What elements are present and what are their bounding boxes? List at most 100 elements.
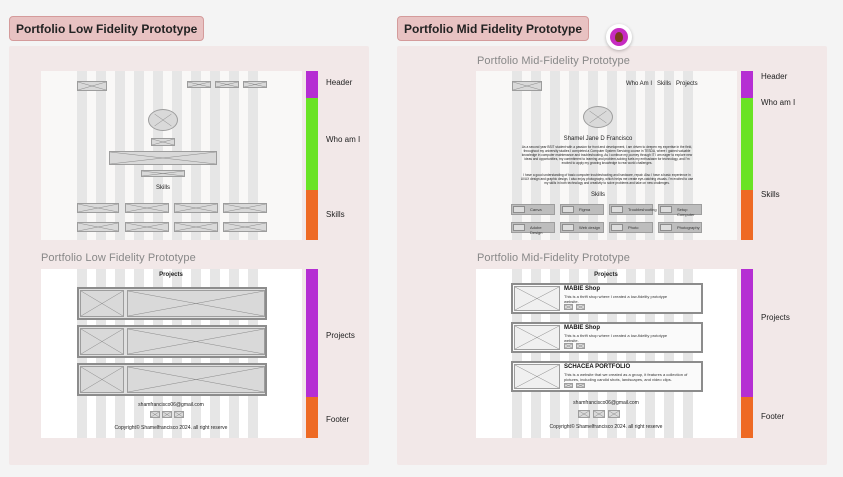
skill-label: Troubleshooting (628, 207, 657, 212)
project-title: MABIE Shop (564, 286, 600, 292)
project-link-icon[interactable] (576, 383, 585, 388)
footer-annotation-label: Footer (326, 415, 350, 424)
project-card-placeholder[interactable] (77, 325, 267, 358)
project-image-placeholder (514, 364, 560, 389)
section-tag-low-fidelity[interactable]: Portfolio Low Fidelity Prototype (9, 16, 205, 41)
section-tag-label: Portfolio Mid Fidelity Prototype (404, 21, 582, 36)
profile-photo-placeholder (148, 109, 178, 131)
footer-email[interactable]: shamfrancisco06@gmail.com (573, 400, 639, 406)
low-fi-frame-bottom[interactable]: Projects shamfrancisco06@gmail.com Copyr… (41, 269, 302, 438)
project-text-placeholder (127, 328, 265, 355)
profile-photo-placeholder (583, 106, 613, 128)
skill-card-placeholder (223, 222, 267, 232)
project-card-placeholder[interactable] (77, 363, 267, 396)
frame-label-low-bottom: Portfolio Low Fidelity Prototype (41, 252, 196, 264)
header-annotation-bar (306, 71, 318, 98)
avatar-image (610, 28, 628, 46)
project-image-placeholder (514, 325, 560, 350)
footer-annotation-bar (306, 397, 318, 438)
mid-fi-frame-bottom[interactable]: Projects MABIE Shop This is a thrift sho… (476, 269, 737, 438)
social-icon-placeholder[interactable] (608, 410, 620, 418)
nav-links[interactable]: Who Am I Skills Projects (626, 81, 698, 87)
skill-card-placeholder (77, 222, 119, 232)
who-am-i-annotation-label: Who am I (761, 98, 796, 107)
social-icon-placeholder[interactable] (174, 411, 184, 418)
skills-heading: Skills (590, 192, 605, 198)
social-icon-placeholder[interactable] (162, 411, 172, 418)
project-text-placeholder (127, 290, 265, 317)
skill-card-placeholder (223, 203, 267, 213)
social-icon-placeholder[interactable] (578, 410, 590, 418)
bio-placeholder (109, 151, 217, 165)
social-icon-placeholder[interactable] (593, 410, 605, 418)
projects-annotation-label: Projects (326, 331, 355, 340)
project-title: SCHACEA PORTFOLIO (564, 364, 631, 370)
project-image-placeholder (80, 290, 124, 317)
project-description: This is a thrift shop where I created a … (564, 333, 668, 343)
skill-card-placeholder (77, 203, 119, 213)
skill-chip[interactable]: Web design (560, 222, 604, 233)
project-card[interactable]: MABIE Shop This is a thrift shop where I… (511, 322, 703, 353)
bio-line-placeholder (141, 170, 185, 177)
skill-card-placeholder (174, 203, 218, 213)
skill-icon (562, 206, 574, 213)
skill-label: Setup Computer (677, 207, 695, 217)
skill-chip[interactable]: Canva (511, 204, 555, 215)
project-link-icon[interactable] (564, 343, 573, 349)
project-card-placeholder[interactable] (77, 287, 267, 320)
project-description: This is a website that we created as a g… (564, 372, 688, 382)
skill-icon (660, 224, 672, 231)
name-placeholder (151, 138, 175, 146)
skill-chip[interactable]: Troubleshooting (609, 204, 657, 215)
footer-email[interactable]: shamfrancisco06@gmail.com (138, 402, 204, 408)
section-tag-mid-fidelity[interactable]: Portfolio Mid Fidelity Prototype (397, 16, 589, 41)
social-icon-placeholder[interactable] (150, 411, 160, 418)
project-image-placeholder (80, 328, 124, 355)
projects-annotation-label: Projects (761, 313, 790, 322)
skill-chip[interactable]: Setup Computer (658, 204, 702, 217)
skill-label: Adobe Design (530, 225, 543, 235)
bio-paragraph: I have a good understanding of basic com… (520, 173, 694, 185)
projects-annotation-bar (306, 269, 318, 397)
project-card[interactable]: MABIE Shop This is a thrift shop where I… (511, 283, 703, 314)
projects-heading: Projects (594, 272, 618, 278)
nav-link-placeholder[interactable] (243, 81, 267, 88)
low-fi-frame-top[interactable]: Skills (41, 71, 302, 240)
nav-link-placeholder[interactable] (187, 81, 211, 88)
footer-annotation-label: Footer (761, 412, 785, 421)
project-text-placeholder (127, 366, 265, 393)
skill-icon (611, 206, 623, 213)
project-image-placeholder (80, 366, 124, 393)
skill-label: Photography (677, 225, 700, 230)
project-link-icon[interactable] (576, 304, 585, 310)
logo-placeholder (512, 81, 542, 91)
nav-link-placeholder[interactable] (215, 81, 239, 88)
mid-fi-frame-top[interactable]: Who Am I Skills Projects Shamel Jane D F… (476, 71, 737, 240)
skill-chip[interactable]: Photo (609, 222, 653, 233)
skills-heading: Skills (155, 185, 170, 191)
skill-icon (611, 224, 623, 231)
skill-chip[interactable]: Photography (658, 222, 702, 233)
skill-chip[interactable]: Figma (560, 204, 604, 215)
who-am-i-annotation-label: Who am I (326, 135, 361, 144)
project-link-icon[interactable] (576, 343, 585, 349)
project-link-icon[interactable] (564, 383, 573, 388)
bio-paragraph: As a second year BSIT student with a pas… (521, 145, 693, 165)
project-image-placeholder (514, 286, 560, 311)
skill-card-placeholder (125, 222, 169, 232)
skill-label: Figma (579, 207, 591, 212)
projects-annotation-bar (741, 269, 753, 397)
project-link-icon[interactable] (564, 304, 573, 310)
skill-icon (513, 224, 525, 231)
who-am-i-annotation-bar (741, 98, 753, 190)
skills-annotation-label: Skills (326, 210, 345, 219)
frame-label-mid-bottom: Portfolio Mid-Fidelity Prototype (477, 252, 630, 264)
footer-copyright: Copyright© Shamelfrancisco 2024. all rig… (549, 424, 663, 430)
skill-chip[interactable]: Adobe Design (511, 222, 555, 235)
project-description: This is a thrift shop where I created a … (564, 294, 668, 304)
skill-card-placeholder (125, 203, 169, 213)
skill-icon (513, 206, 525, 213)
who-am-i-annotation-bar (306, 98, 318, 190)
project-card[interactable]: SCHACEA PORTFOLIO This is a website that… (511, 361, 703, 392)
collaborator-avatar[interactable] (606, 24, 632, 50)
